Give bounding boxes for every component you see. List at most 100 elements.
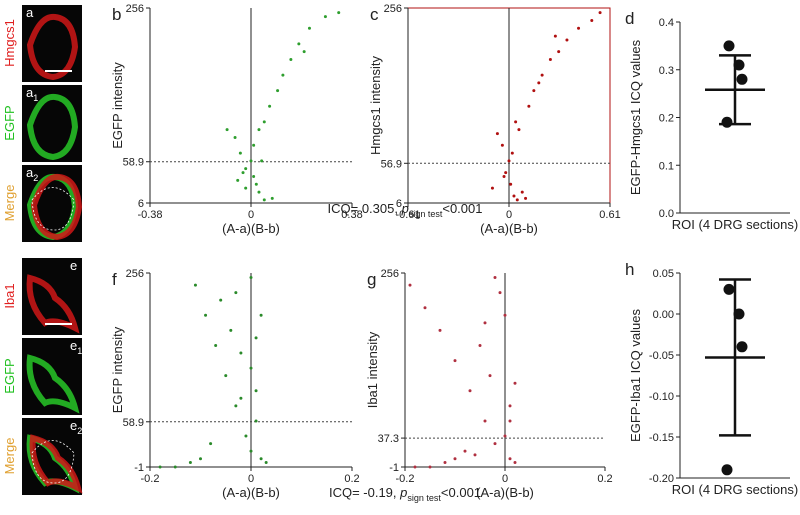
point (423, 306, 427, 310)
point (233, 135, 237, 139)
panel-letter: e1 (70, 338, 82, 356)
y-tick-label: 256 (126, 3, 144, 15)
point (239, 351, 243, 355)
panel-letter: e (70, 258, 77, 273)
cell-signal (30, 173, 83, 241)
annotation-rest: <0.001 (441, 485, 481, 500)
y-tick-label: -0.20 (649, 473, 674, 485)
point (500, 143, 504, 147)
point (483, 419, 487, 423)
y-axis-label: Iba1 intensity (365, 331, 380, 408)
point (337, 11, 341, 15)
roi-outline (31, 187, 75, 231)
annotation: ICQ= -0.19, psign test<0.001 (329, 485, 481, 503)
panel-subscript: 2 (77, 426, 82, 436)
point (268, 104, 272, 108)
y-axis-label: EGFP-Hmgcs1 ICQ values (628, 39, 643, 195)
point (234, 404, 238, 408)
panel-subscript: 1 (77, 346, 82, 356)
point (493, 442, 497, 446)
point (488, 374, 492, 378)
x-tick-label: 0 (506, 209, 512, 221)
point (238, 151, 242, 155)
point (224, 374, 228, 378)
panel-letter: a (26, 5, 34, 20)
point (513, 460, 517, 464)
annotation-p: p (401, 201, 409, 216)
y-axis-label: Hmgcs1 intensity (368, 56, 383, 155)
y-tick-label: 56.9 (381, 158, 402, 170)
point (503, 313, 507, 317)
point (323, 15, 327, 19)
y-tick-label: 6 (396, 198, 402, 210)
x-tick-label: -0.61 (395, 209, 420, 221)
point (514, 120, 518, 124)
point (158, 465, 162, 469)
x-tick-label: 0 (502, 473, 508, 485)
panel-letter: h (625, 260, 634, 279)
panel-letter: a (26, 165, 34, 180)
point (504, 171, 508, 175)
annotation-text: ICQ= 0.305, (328, 201, 402, 216)
point (408, 283, 412, 287)
cell-signal (26, 274, 80, 334)
point (468, 389, 472, 393)
y-tick-label: 37.3 (378, 433, 399, 445)
point (188, 460, 192, 464)
point (428, 465, 432, 469)
point (565, 38, 569, 42)
panel-letter: a2 (26, 165, 38, 183)
point (259, 313, 263, 317)
point (249, 449, 253, 453)
annotation-rest: <0.001 (442, 201, 482, 216)
y-tick-label: 6 (138, 198, 144, 210)
point (443, 460, 447, 464)
y-axis-label: EGFP intensity (110, 326, 125, 413)
cell-signal (26, 13, 79, 81)
channel-label: Hmgcs1 (2, 19, 17, 67)
y-tick-label: 58.9 (123, 417, 144, 429)
x-tick-label: 0.2 (344, 473, 359, 485)
point (577, 26, 581, 30)
y-tick-label: 0.05 (653, 268, 674, 280)
point (199, 457, 202, 461)
y-tick-label: 256 (126, 268, 144, 280)
point (259, 457, 263, 461)
point (297, 42, 301, 46)
y-tick-label: -1 (134, 462, 144, 474)
point (553, 34, 557, 38)
point (257, 128, 261, 132)
point (262, 198, 266, 202)
point (508, 419, 512, 423)
annotation-text: ICQ= -0.19, (329, 485, 400, 500)
y-tick-label: -0.10 (649, 391, 674, 403)
panel-letter: d (625, 9, 634, 28)
point (490, 186, 494, 190)
annotation-sub: sign test (409, 209, 443, 219)
roi-outline (31, 440, 75, 484)
point (483, 321, 487, 325)
point (548, 57, 552, 61)
channel-label: Merge (2, 438, 17, 475)
point (438, 328, 442, 332)
point (532, 89, 536, 93)
x-axis-label: (A-a)(B-b) (222, 221, 280, 236)
point (478, 343, 482, 347)
point (413, 465, 417, 469)
point (241, 171, 245, 175)
y-tick-label: 0.0 (659, 208, 674, 220)
point (498, 291, 502, 295)
panel-letter: e (70, 418, 77, 433)
point (723, 40, 735, 52)
point (204, 313, 208, 317)
y-tick-label: 0.2 (659, 113, 674, 125)
y-tick-label: 58.9 (123, 157, 144, 169)
panel-letter: b (112, 5, 121, 24)
point (736, 73, 748, 85)
point (270, 196, 274, 200)
panel-subscript: 1 (33, 93, 38, 103)
x-axis-label: ROI (4 DRG sections) (672, 217, 798, 232)
point (307, 26, 311, 30)
point (453, 457, 457, 461)
